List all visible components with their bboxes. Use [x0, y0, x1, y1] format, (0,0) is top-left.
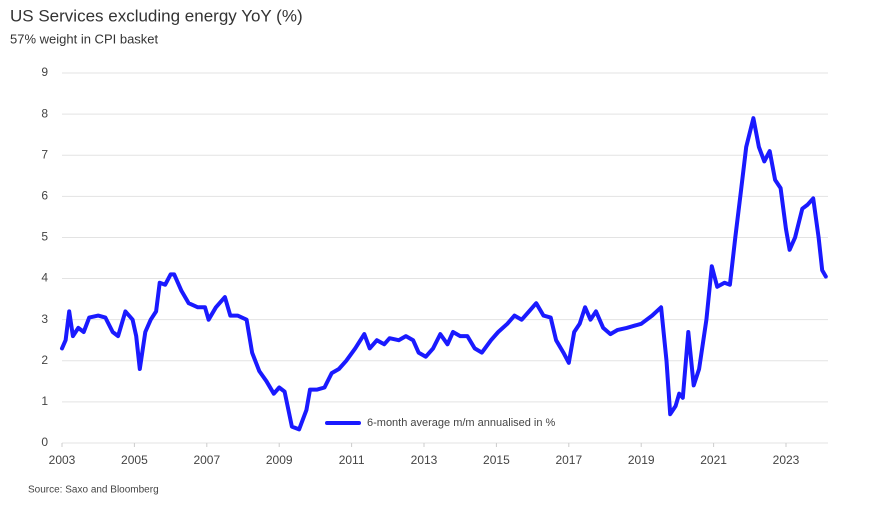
y-tick-label: 3 — [41, 312, 48, 326]
x-tick-label: 2021 — [700, 453, 727, 467]
y-tick-label: 4 — [41, 271, 48, 285]
x-tick-label: 2007 — [193, 453, 220, 467]
x-tick-label: 2019 — [628, 453, 655, 467]
y-tick-label: 8 — [41, 106, 48, 120]
x-tick-label: 2003 — [49, 453, 76, 467]
legend-label: 6-month average m/m annualised in % — [367, 417, 556, 429]
x-tick-label: 2011 — [339, 453, 365, 467]
x-tick-label: 2013 — [411, 453, 438, 467]
x-tick-label: 2005 — [121, 453, 148, 467]
x-tick-label: 2015 — [483, 453, 510, 467]
chart-subtitle: 57% weight in CPI basket — [10, 31, 159, 46]
y-tick-label: 7 — [41, 147, 48, 161]
x-tick-label: 2023 — [773, 453, 800, 467]
source: Source: Saxo and Bloomberg — [28, 485, 159, 496]
y-tick-label: 0 — [41, 435, 48, 449]
line-series — [60, 116, 828, 432]
y-tick-label: 6 — [41, 189, 48, 203]
y-tick-label: 5 — [41, 230, 48, 244]
y-tick-label: 2 — [41, 353, 48, 367]
y-tick-label: 9 — [41, 65, 48, 79]
chart-title: US Services excluding energy YoY (%) — [10, 6, 303, 25]
x-tick-label: 2009 — [266, 453, 293, 467]
x-tick-label: 2017 — [555, 453, 582, 467]
y-tick-label: 1 — [41, 394, 48, 408]
